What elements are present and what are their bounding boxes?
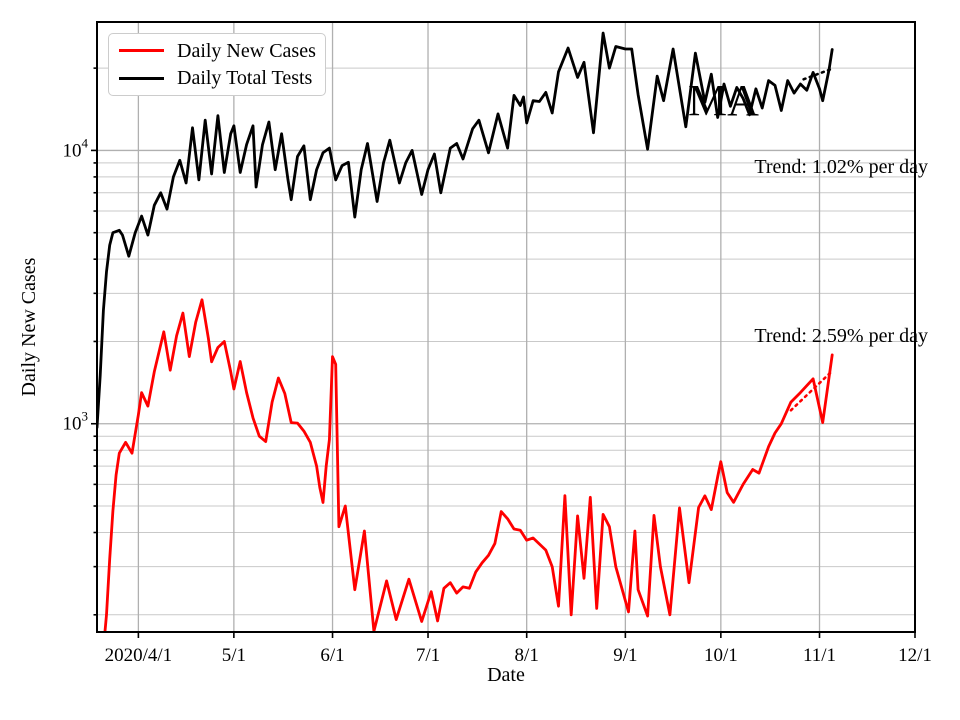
- y-tick-label: 104: [63, 135, 89, 161]
- legend-label: Daily New Cases: [177, 39, 316, 62]
- legend-item-daily-total-tests: Daily Total Tests: [119, 65, 315, 91]
- x-tick-label: 12/1: [898, 645, 932, 666]
- trend-line-daily-new-cases: [789, 369, 834, 412]
- trend-line-daily-total-tests: [802, 67, 834, 81]
- series-daily-total-tests: [97, 31, 834, 429]
- x-tick-label: 10/1: [704, 645, 738, 666]
- y-axis-title: Daily New Cases: [18, 257, 40, 397]
- ma-annotation: MA: [688, 76, 759, 125]
- trend-annotation-1: Trend: 2.59% per day: [754, 325, 928, 347]
- trend-annotation-0: Trend: 1.02% per day: [754, 156, 928, 178]
- x-axis-title: Date: [487, 664, 525, 686]
- legend-line-sample-red-icon: [119, 49, 164, 53]
- x-tick-label: 8/1: [515, 645, 539, 666]
- legend-line-sample-black-icon: [119, 76, 164, 80]
- plot-frame: [96, 21, 916, 633]
- x-tick-label: 7/1: [416, 645, 440, 666]
- x-tick-label: 9/1: [613, 645, 637, 666]
- axis-ticks: [91, 67, 916, 638]
- y-tick-label: 103: [63, 409, 89, 435]
- legend: Daily New Cases Daily Total Tests: [108, 33, 326, 96]
- legend-label: Daily Total Tests: [177, 67, 313, 90]
- series-daily-new-cases: [103, 298, 834, 632]
- x-tick-label: 6/1: [320, 645, 344, 666]
- legend-item-daily-new-cases: Daily New Cases: [119, 38, 316, 64]
- x-tick-label: 11/1: [803, 645, 836, 666]
- x-tick-label: 5/1: [222, 645, 246, 666]
- x-tick-label: 2020/4/1: [105, 645, 173, 666]
